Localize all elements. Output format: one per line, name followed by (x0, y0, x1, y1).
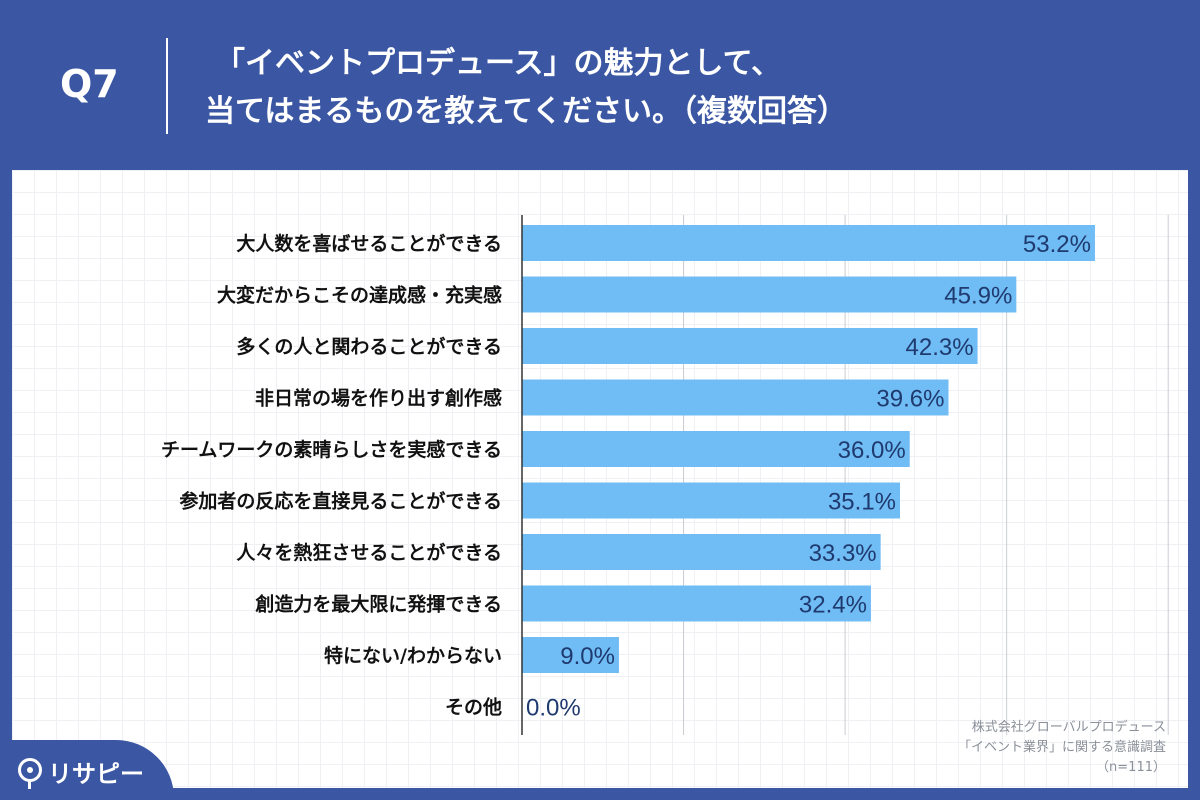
source-survey: 「イベント業界」に関する意識調査 (957, 740, 1166, 755)
bar (522, 379, 949, 416)
value-label: 53.2% (1023, 231, 1091, 258)
bar (522, 225, 1095, 261)
category-label: 多くの人と関わることができる (236, 335, 502, 358)
value-label: 42.3% (906, 334, 974, 361)
pin-icon (18, 758, 42, 782)
value-label: 9.0% (560, 643, 615, 670)
header-divider (166, 38, 168, 134)
category-label: チームワークの素晴らしさを実感できる (161, 438, 502, 461)
logo-text: リサピー (48, 760, 144, 788)
category-label: 大人数を喜ばせることができる (236, 232, 502, 255)
value-label: 39.6% (876, 386, 944, 413)
value-label: 35.1% (828, 489, 896, 516)
value-label: 45.9% (944, 283, 1012, 310)
bar (522, 534, 881, 570)
bar (522, 585, 871, 622)
bar (522, 637, 619, 673)
source-sample-size: （n=111） (1096, 760, 1166, 775)
pin-icon-tail (28, 781, 31, 789)
title-line-2: 当てはまるものを教えてください。（複数回答） (205, 94, 847, 129)
source-note: 株式会社グローバルプロデュース 「イベント業界」に関する意識調査 （n=111） (958, 718, 1166, 778)
bar (522, 276, 1017, 313)
bar-chart: 大人数を喜ばせることができる 53.2% 大変だからこその達成感・充実感 45.9% 多… (161, 215, 1169, 735)
category-label: その他 (445, 696, 502, 719)
category-label: 非日常の場を作り出す創作感 (255, 387, 502, 410)
value-label: 36.0% (838, 437, 906, 464)
value-label: 33.3% (809, 540, 877, 567)
bar (522, 328, 978, 364)
category-label: 参加者の反応を直接見ることができる (179, 490, 502, 513)
bar (522, 431, 910, 467)
question-title: 「イベントプロデュース」の魅力として、 当てはまるものを教えてください。（複数回… (205, 40, 1105, 136)
brand-logo: リサピー (0, 740, 174, 800)
category-label: 特にない/わからない (324, 645, 502, 667)
bar (522, 482, 901, 519)
header: Q7 「イベントプロデュース」の魅力として、 当てはまるものを教えてください。（… (0, 0, 1200, 170)
title-line-1: 「イベントプロデュース」の魅力として、 (215, 46, 782, 81)
category-label: 大変だからこその達成感・充実感 (217, 284, 502, 307)
question-number: Q7 (60, 62, 119, 106)
category-label: 人々を熱狂させることができる (236, 541, 502, 564)
category-label: 創造力を最大限に発揮できる (255, 593, 502, 616)
value-label: 0.0% (526, 695, 581, 722)
value-label: 32.4% (799, 592, 867, 619)
source-company: 株式会社グローバルプロデュース (971, 720, 1166, 735)
chart-panel: 大人数を喜ばせることができる 53.2% 大変だからこその達成感・充実感 45.9% 多… (12, 170, 1188, 788)
